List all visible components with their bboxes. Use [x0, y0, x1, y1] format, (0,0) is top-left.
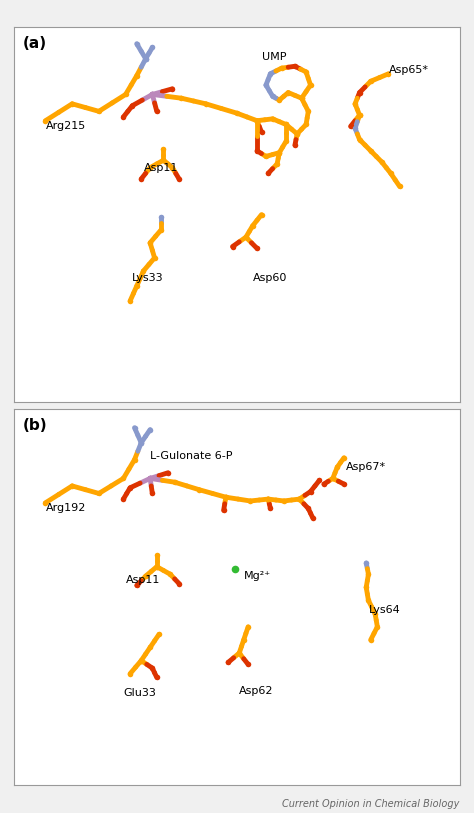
Text: (a): (a)	[23, 37, 47, 51]
Text: UMP: UMP	[262, 52, 286, 62]
Text: Mg²⁺: Mg²⁺	[244, 571, 271, 581]
Text: Asp60: Asp60	[253, 273, 287, 284]
Text: Lys64: Lys64	[368, 605, 400, 615]
Text: (b): (b)	[23, 419, 48, 433]
Text: Asp11: Asp11	[126, 575, 160, 585]
Text: Arg215: Arg215	[46, 121, 86, 132]
Text: Current Opinion in Chemical Biology: Current Opinion in Chemical Biology	[283, 799, 460, 809]
Text: Asp11: Asp11	[144, 163, 178, 172]
Text: Lys33: Lys33	[132, 273, 164, 284]
Text: Glu33: Glu33	[123, 688, 156, 698]
Text: Arg192: Arg192	[46, 503, 86, 514]
Text: Asp65*: Asp65*	[389, 65, 428, 75]
Text: Asp62: Asp62	[239, 685, 273, 696]
Text: Asp67*: Asp67*	[346, 462, 386, 472]
Text: L-Gulonate 6-P: L-Gulonate 6-P	[150, 451, 233, 461]
